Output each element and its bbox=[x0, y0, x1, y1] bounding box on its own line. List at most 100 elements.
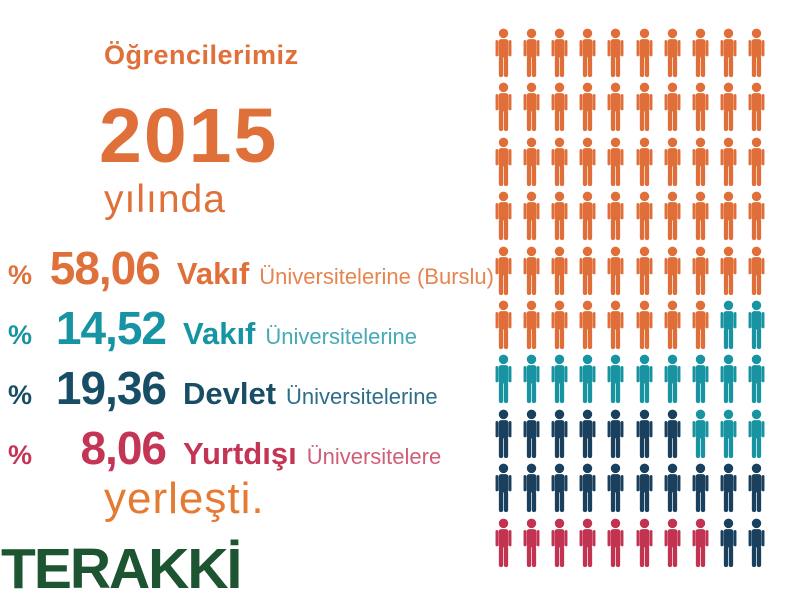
person-icon bbox=[630, 463, 658, 517]
person-icon bbox=[686, 137, 714, 191]
person-icon bbox=[715, 246, 743, 300]
person-icon bbox=[630, 300, 658, 354]
person-icon bbox=[658, 82, 686, 136]
terakki-logo: TERAKKİ bbox=[1, 537, 242, 600]
person-icon bbox=[517, 28, 545, 82]
person-icon bbox=[517, 137, 545, 191]
stat-line-devlet: % 19,36 Devlet Üniversitelerine bbox=[8, 361, 494, 415]
person-icon bbox=[743, 137, 771, 191]
person-icon bbox=[658, 246, 686, 300]
stat-category: Vakıf bbox=[183, 316, 256, 351]
stat-line-yurtdisi: % 8,06 Yurtdışı Üniversitelere bbox=[8, 421, 494, 475]
person-icon bbox=[686, 300, 714, 354]
person-icon bbox=[574, 191, 602, 245]
percent-sign: % bbox=[8, 440, 33, 470]
stat-value: 14,52 bbox=[55, 302, 167, 354]
person-icon bbox=[489, 354, 517, 408]
person-icon bbox=[574, 300, 602, 354]
person-icon bbox=[630, 409, 658, 463]
person-icon bbox=[658, 518, 686, 572]
stat-value: 8,06 bbox=[80, 422, 167, 474]
person-icon bbox=[517, 518, 545, 572]
person-icon bbox=[489, 463, 517, 517]
person-icon bbox=[574, 246, 602, 300]
stat-line-vakif-burslu: % 58,06 Vakıf Üniversitelerine (Burslu) bbox=[8, 241, 494, 295]
person-icon bbox=[602, 518, 630, 572]
person-icon bbox=[743, 518, 771, 572]
year-subtitle: yılında bbox=[104, 178, 226, 221]
person-icon bbox=[743, 463, 771, 517]
person-icon bbox=[630, 354, 658, 408]
person-icon bbox=[630, 82, 658, 136]
person-icon bbox=[715, 82, 743, 136]
person-icon bbox=[574, 409, 602, 463]
eyebrow-title: Öğrencilerimiz bbox=[104, 40, 299, 70]
stat-line-vakif: % 14,52 Vakıf Üniversitelerine bbox=[8, 301, 494, 355]
person-icon bbox=[602, 191, 630, 245]
person-icon bbox=[715, 137, 743, 191]
percent-sign: % bbox=[8, 260, 33, 290]
person-icon bbox=[630, 518, 658, 572]
person-icon bbox=[574, 463, 602, 517]
person-icon bbox=[658, 28, 686, 82]
person-icon bbox=[743, 300, 771, 354]
person-icon bbox=[715, 354, 743, 408]
person-icon bbox=[602, 409, 630, 463]
person-icon bbox=[545, 463, 573, 517]
stat-detail: Üniversitelerine bbox=[286, 384, 438, 409]
person-icon bbox=[517, 300, 545, 354]
person-icon bbox=[602, 354, 630, 408]
person-icon bbox=[630, 246, 658, 300]
stat-category: Vakıf bbox=[176, 256, 250, 291]
person-icon bbox=[715, 191, 743, 245]
person-icon bbox=[602, 300, 630, 354]
percent-sign: % bbox=[8, 320, 33, 350]
closing-text: yerleşti. bbox=[104, 474, 265, 523]
person-icon bbox=[658, 409, 686, 463]
stat-category: Devlet bbox=[183, 376, 277, 411]
person-icon bbox=[489, 28, 517, 82]
person-icon bbox=[686, 463, 714, 517]
stat-value: 58,06 bbox=[49, 242, 161, 294]
person-icon bbox=[489, 409, 517, 463]
person-icon bbox=[743, 82, 771, 136]
person-icon bbox=[630, 28, 658, 82]
person-icon bbox=[686, 82, 714, 136]
person-icon bbox=[517, 246, 545, 300]
person-icon bbox=[743, 28, 771, 82]
person-icon bbox=[686, 28, 714, 82]
person-icon bbox=[517, 409, 545, 463]
person-icon bbox=[743, 191, 771, 245]
person-icon bbox=[517, 82, 545, 136]
person-icon bbox=[574, 518, 602, 572]
pictogram-grid bbox=[489, 28, 771, 572]
person-icon bbox=[489, 300, 517, 354]
person-icon bbox=[686, 409, 714, 463]
person-icon bbox=[545, 28, 573, 82]
stat-detail: Üniversitelerine bbox=[265, 324, 418, 349]
person-icon bbox=[545, 300, 573, 354]
person-icon bbox=[686, 191, 714, 245]
person-icon bbox=[545, 191, 573, 245]
person-icon bbox=[686, 246, 714, 300]
person-icon bbox=[545, 354, 573, 408]
person-icon bbox=[743, 354, 771, 408]
person-icon bbox=[574, 137, 602, 191]
person-icon bbox=[686, 354, 714, 408]
person-icon bbox=[545, 246, 573, 300]
person-icon bbox=[743, 246, 771, 300]
person-icon bbox=[574, 28, 602, 82]
person-icon bbox=[517, 354, 545, 408]
year-heading: 2015 bbox=[99, 93, 279, 179]
stat-detail: Üniversitelerine (Burslu) bbox=[259, 264, 494, 289]
person-icon bbox=[658, 354, 686, 408]
person-icon bbox=[630, 137, 658, 191]
person-icon bbox=[715, 300, 743, 354]
percent-sign: % bbox=[8, 380, 33, 410]
person-icon bbox=[686, 518, 714, 572]
person-icon bbox=[602, 463, 630, 517]
person-icon bbox=[715, 518, 743, 572]
person-icon bbox=[658, 300, 686, 354]
person-icon bbox=[545, 137, 573, 191]
